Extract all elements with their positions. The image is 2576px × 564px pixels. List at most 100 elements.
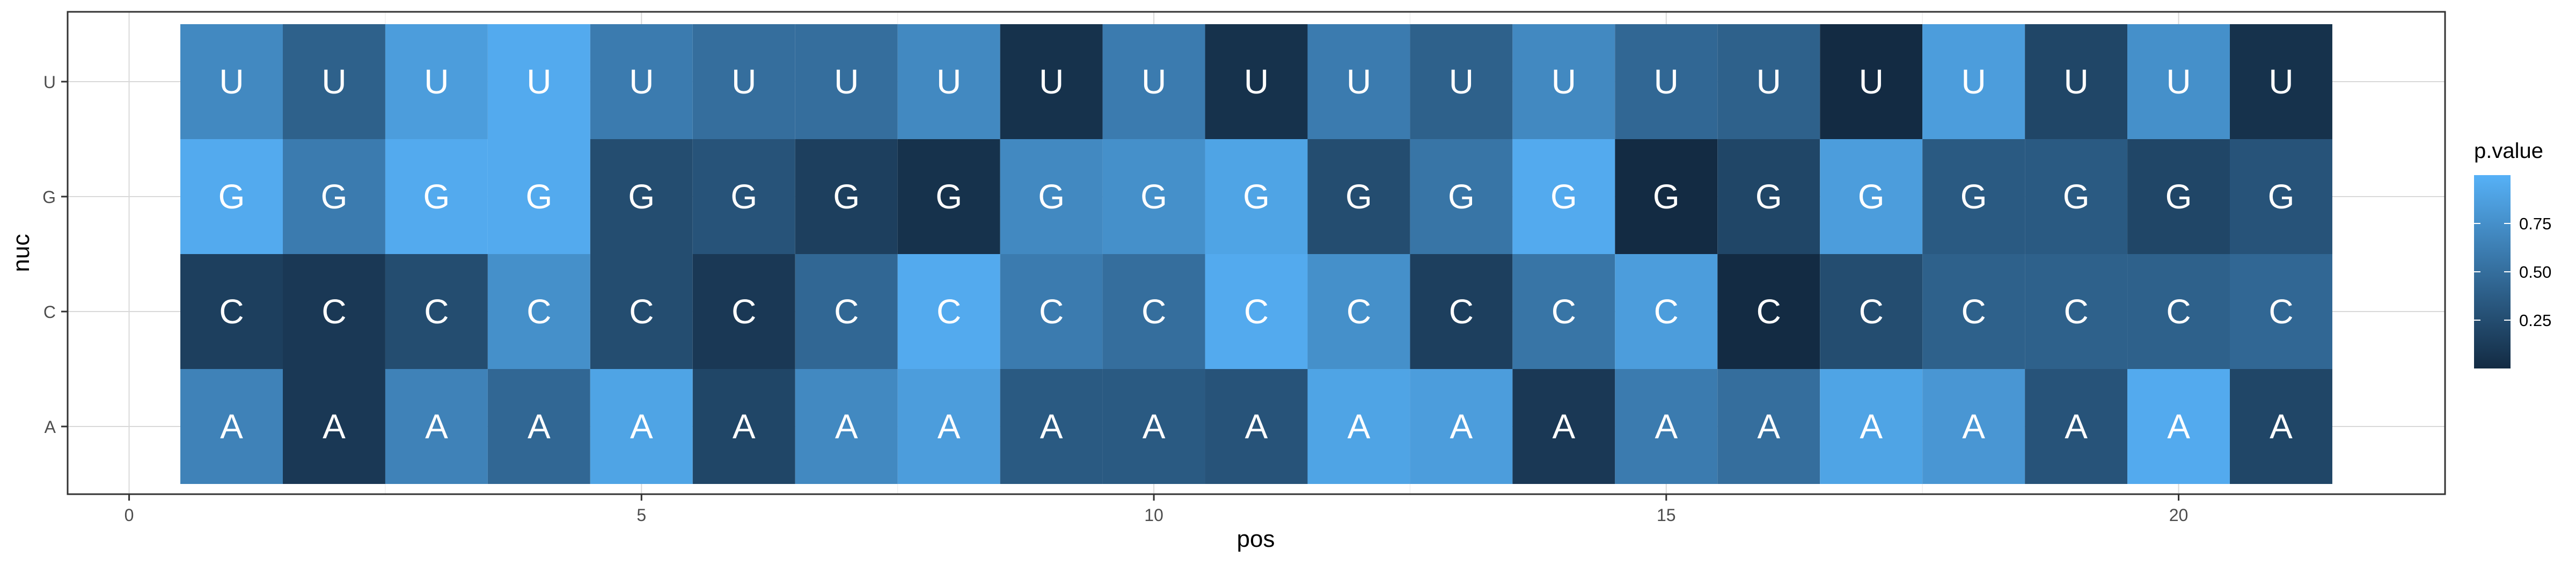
heatmap-tile-C-15: [1615, 254, 1718, 369]
tile-label-C-2: C: [321, 292, 346, 331]
heatmap-tile-G-21: [2230, 139, 2332, 254]
heatmap-tile-C-4: [487, 254, 590, 369]
heatmap-tiles: [180, 24, 2332, 484]
tile-label-C-9: C: [1039, 292, 1064, 331]
heatmap-tile-C-11: [1205, 254, 1308, 369]
tile-label-C-8: C: [936, 292, 961, 331]
tile-label-G-11: G: [1243, 177, 1270, 216]
heatmap-tile-G-14: [1512, 139, 1615, 254]
legend-tick-label: 0.75: [2519, 214, 2551, 233]
tile-label-C-10: C: [1141, 292, 1166, 331]
tile-label-A-14: A: [1553, 407, 1576, 446]
heatmap-tile-A-15: [1615, 369, 1718, 484]
heatmap-tile-G-12: [1307, 139, 1410, 254]
tile-label-C-19: C: [2063, 292, 2088, 331]
heatmap-tile-C-14: [1512, 254, 1615, 369]
heatmap-tile-C-1: [180, 254, 283, 369]
heatmap-tile-G-18: [1922, 139, 2025, 254]
heatmap-tile-G-6: [692, 139, 795, 254]
tile-label-G-2: G: [321, 177, 348, 216]
heatmap-tile-A-19: [2025, 369, 2128, 484]
heatmap-tile-U-14: [1512, 24, 1615, 139]
legend: p.value 0.25 0.50 0.75: [2474, 139, 2551, 368]
tile-label-G-1: G: [218, 177, 245, 216]
tile-label-U-6: U: [731, 62, 756, 101]
tile-label-U-11: U: [1244, 62, 1269, 101]
tile-label-A-8: A: [938, 407, 961, 446]
tile-label-A-5: A: [630, 407, 653, 446]
heatmap-tile-U-13: [1410, 24, 1513, 139]
heatmap-tile-A-21: [2230, 369, 2332, 484]
heatmap-tile-G-7: [795, 139, 898, 254]
tile-label-C-21: C: [2268, 292, 2293, 331]
tile-label-A-7: A: [835, 407, 858, 446]
tile-label-U-5: U: [629, 62, 654, 101]
tile-label-A-16: A: [1757, 407, 1780, 446]
tile-label-C-7: C: [834, 292, 859, 331]
heatmap-tile-U-8: [897, 24, 1000, 139]
tile-label-G-5: G: [628, 177, 655, 216]
tile-label-G-19: G: [2063, 177, 2090, 216]
x-tick-label: 20: [2169, 505, 2189, 525]
tile-label-G-3: G: [423, 177, 450, 216]
tile-label-G-15: G: [1653, 177, 1680, 216]
legend-title: p.value: [2474, 139, 2543, 163]
tile-label-U-15: U: [1654, 62, 1679, 101]
tile-label-G-12: G: [1345, 177, 1372, 216]
heatmap-tile-U-1: [180, 24, 283, 139]
heatmap-tile-U-19: [2025, 24, 2128, 139]
heatmap-tile-C-5: [590, 254, 693, 369]
heatmap-tile-U-18: [1922, 24, 2025, 139]
tile-label-U-10: U: [1141, 62, 1166, 101]
x-tick-label: 10: [1144, 505, 1163, 525]
heatmap-tile-U-9: [1000, 24, 1103, 139]
heatmap-tile-A-10: [1102, 369, 1205, 484]
tile-label-G-8: G: [935, 177, 962, 216]
tile-label-U-16: U: [1757, 62, 1781, 101]
tile-labels: U U U U U U U U U U U U U U U U U U U U U G G G G G G G G G G G G G G G G G G G…: [218, 62, 2295, 446]
tile-label-C-3: C: [424, 292, 449, 331]
tile-label-C-5: C: [629, 292, 654, 331]
tile-label-C-6: C: [731, 292, 756, 331]
tile-label-A-2: A: [323, 407, 346, 446]
tile-label-A-4: A: [528, 407, 551, 446]
tile-label-A-15: A: [1655, 407, 1678, 446]
heatmap-tile-U-2: [282, 24, 385, 139]
x-axis-title: pos: [1237, 526, 1275, 552]
tile-label-G-9: G: [1038, 177, 1065, 216]
tile-label-A-1: A: [220, 407, 243, 446]
tile-label-U-19: U: [2063, 62, 2088, 101]
tile-label-A-19: A: [2065, 407, 2088, 446]
tile-label-C-4: C: [526, 292, 551, 331]
tile-label-C-11: C: [1244, 292, 1269, 331]
heatmap-tile-A-9: [1000, 369, 1103, 484]
y-tick-label: G: [42, 187, 56, 207]
tile-label-U-4: U: [526, 62, 551, 101]
heatmap-tile-A-18: [1922, 369, 2025, 484]
tile-label-U-14: U: [1552, 62, 1576, 101]
heatmap-tile-A-20: [2127, 369, 2230, 484]
heatmap-tile-U-11: [1205, 24, 1308, 139]
tile-label-G-4: G: [525, 177, 552, 216]
heatmap-tile-C-16: [1717, 254, 1820, 369]
heatmap-tile-C-20: [2127, 254, 2230, 369]
panel-border: [67, 11, 2446, 495]
heatmap-tile-A-11: [1205, 369, 1308, 484]
tile-label-A-3: A: [425, 407, 448, 446]
legend-tick-label: 0.25: [2519, 311, 2551, 330]
tile-label-G-17: G: [1858, 177, 1885, 216]
heatmap-tile-G-1: [180, 139, 283, 254]
legend-tick-label: 0.50: [2519, 263, 2551, 281]
heatmap-tile-U-10: [1102, 24, 1205, 139]
heatmap-tile-U-17: [1820, 24, 1923, 139]
tile-label-G-7: G: [833, 177, 860, 216]
tile-label-U-7: U: [834, 62, 859, 101]
heatmap-tile-G-3: [385, 139, 488, 254]
heatmap-tile-G-9: [1000, 139, 1103, 254]
heatmap-tile-A-4: [487, 369, 590, 484]
heatmap-tile-C-19: [2025, 254, 2128, 369]
tile-label-U-21: U: [2268, 62, 2293, 101]
tile-label-C-20: C: [2166, 292, 2191, 331]
y-axis-title: nuc: [8, 234, 34, 272]
heatmap-tile-A-12: [1307, 369, 1410, 484]
